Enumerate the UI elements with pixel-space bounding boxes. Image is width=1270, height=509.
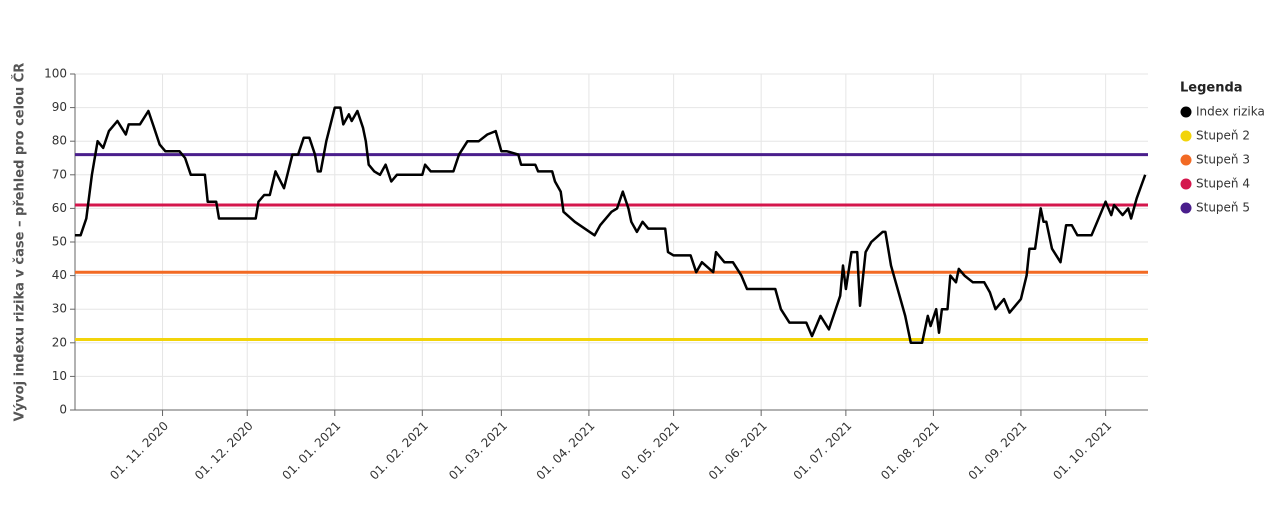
legend-title: Legenda — [1180, 81, 1243, 96]
x-tick-label: 01. 08. 2021 — [878, 419, 942, 483]
legend-marker — [1180, 202, 1192, 214]
y-tick-label: 50 — [52, 235, 67, 249]
y-tick-label: 40 — [52, 268, 67, 282]
y-tick-label: 20 — [52, 335, 67, 349]
x-tick-label: 01. 10. 2021 — [1050, 419, 1114, 483]
x-tick-label: 01. 04. 2021 — [534, 419, 598, 483]
y-tick-label: 70 — [52, 167, 67, 181]
x-tick-label: 01. 01. 2021 — [279, 419, 343, 483]
y-tick-label: 60 — [52, 201, 67, 215]
x-tick-label: 01. 02. 2021 — [367, 419, 431, 483]
x-tick-label: 01. 05. 2021 — [618, 419, 682, 483]
legend-label: Stupeň 3 — [1196, 153, 1250, 167]
y-tick-label: 90 — [52, 100, 67, 114]
y-tick-label: 10 — [52, 369, 67, 383]
x-tick-label: 01. 12. 2020 — [192, 419, 256, 483]
legend-marker — [1180, 154, 1192, 166]
y-tick-label: 30 — [52, 302, 67, 316]
y-axis-label: Vývoj indexu rizika v čase – přehled pro… — [12, 63, 28, 422]
x-tick-label: 01. 06. 2021 — [706, 419, 770, 483]
legend-label: Stupeň 5 — [1196, 201, 1250, 215]
y-tick-label: 80 — [52, 134, 67, 148]
x-tick-label: 01. 07. 2021 — [791, 419, 855, 483]
x-tick-label: 01. 03. 2021 — [446, 419, 510, 483]
legend-label: Stupeň 4 — [1196, 177, 1250, 191]
legend-marker — [1180, 106, 1192, 118]
y-tick-label: 100 — [44, 67, 67, 81]
x-tick-label: 01. 09. 2021 — [966, 419, 1030, 483]
legend-marker — [1180, 178, 1192, 190]
y-tick-label: 0 — [59, 403, 67, 417]
legend-marker — [1180, 130, 1192, 142]
x-tick-label: 01. 11. 2020 — [107, 419, 171, 483]
legend-label: Index rizika — [1196, 105, 1265, 119]
legend-label: Stupeň 2 — [1196, 129, 1250, 143]
line — [75, 106, 1147, 345]
